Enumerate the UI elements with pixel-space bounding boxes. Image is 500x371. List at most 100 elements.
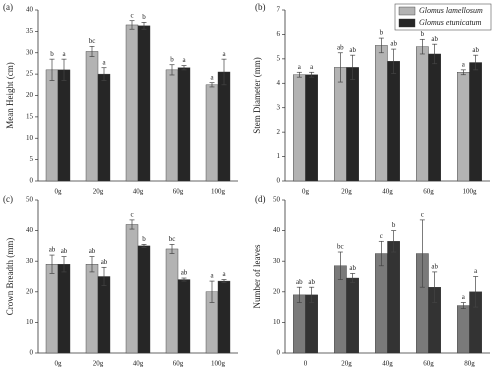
significance-letter: ab: [101, 258, 108, 266]
y-tick-label: 6: [277, 30, 281, 38]
significance-letter: ab: [308, 278, 315, 286]
significance-letter: b: [142, 13, 146, 21]
bar: [125, 224, 139, 354]
x-tick-label: 60g: [173, 188, 184, 196]
bar: [293, 294, 306, 354]
error-bar: [350, 273, 356, 283]
significance-letter: b: [170, 55, 174, 63]
error-bar: [129, 219, 135, 230]
significance-letter: a: [182, 56, 186, 64]
significance-letter: b: [421, 30, 425, 38]
bar: [165, 69, 179, 182]
significance-letter: ab: [181, 269, 188, 277]
error-bar: [296, 286, 302, 303]
y-tick-label: 3: [277, 103, 281, 111]
x-tick-label: 40g: [133, 188, 144, 196]
y-tick-label: 0: [30, 349, 34, 357]
y-tick-label: 1: [277, 152, 281, 160]
significance-letter: bc: [89, 37, 96, 45]
bar: [165, 248, 179, 354]
bar: [57, 264, 71, 354]
significance-letter: ab: [89, 247, 96, 255]
y-tick-label: 20: [273, 287, 281, 295]
legend-label: Glomus etunicatum: [419, 18, 482, 27]
x-tick-label: 20g: [341, 188, 352, 196]
error-bar: [101, 67, 107, 81]
x-tick-label: 40g: [382, 188, 393, 196]
significance-letter: a: [474, 267, 478, 275]
error-bar: [61, 58, 67, 81]
y-tick-label: 5: [30, 155, 34, 163]
bar: [205, 84, 219, 182]
significance-letter: a: [210, 272, 214, 280]
bar: [137, 25, 151, 182]
x-tick-label: 20g: [93, 360, 104, 368]
bar: [177, 279, 191, 354]
panel-label: (c): [3, 194, 13, 204]
y-tick-label: 30: [273, 257, 281, 265]
bar: [85, 264, 99, 354]
significance-letter: ab: [49, 246, 56, 254]
error-bar: [169, 244, 175, 254]
error-bar: [141, 22, 147, 30]
x-tick-label: 0: [304, 360, 308, 368]
error-bar: [181, 277, 187, 282]
bar: [428, 53, 442, 182]
x-tick-label: 80g: [464, 360, 475, 368]
y-tick-label: 35: [26, 27, 34, 35]
error-bar: [432, 271, 438, 303]
y-tick-label: 7: [277, 6, 281, 14]
error-bar: [141, 244, 147, 248]
bar: [305, 294, 319, 354]
error-bar: [337, 52, 343, 83]
error-bar: [419, 38, 425, 55]
bar: [45, 69, 59, 182]
significance-letter: b: [380, 29, 384, 37]
bar: [375, 253, 388, 354]
error-bar: [209, 280, 215, 303]
y-tick-label: 4: [277, 79, 281, 87]
bar: [97, 73, 111, 182]
y-tick-label: 30: [26, 257, 34, 265]
significance-letter: ab: [349, 46, 356, 54]
y-tick-label: 0: [277, 349, 281, 357]
legend-label: Glomus lamellosum: [419, 6, 483, 15]
x-tick-label: 0g: [55, 188, 63, 196]
significance-letter: c: [421, 210, 424, 218]
panel-label: (d): [255, 194, 266, 204]
x-tick-label: 60g: [423, 188, 434, 196]
x-tick-label: 0g: [55, 360, 63, 368]
y-tick-label: 40: [26, 226, 34, 234]
error-bar: [129, 20, 135, 30]
x-tick-label: 0g: [302, 188, 310, 196]
bar: [217, 71, 231, 182]
y-tick-label: 20: [26, 287, 34, 295]
y-axis-label: Number of leaves: [252, 244, 262, 308]
y-tick-label: 50: [273, 196, 281, 204]
error-bar: [391, 48, 397, 74]
bar: [97, 276, 111, 354]
x-tick-label: 60g: [173, 360, 184, 368]
significance-letter: c: [130, 11, 133, 19]
significance-letter: ab: [61, 247, 68, 255]
error-bar: [169, 64, 175, 76]
significance-letter: a: [222, 270, 226, 278]
bar: [469, 62, 483, 182]
bar: [85, 51, 99, 182]
error-bar: [309, 71, 315, 78]
error-bar: [296, 71, 302, 78]
x-tick-label: 20g: [93, 188, 104, 196]
error-bar: [432, 43, 438, 65]
bar: [137, 245, 151, 354]
error-bar: [61, 256, 67, 273]
y-tick-label: 40: [273, 226, 281, 234]
error-bar: [419, 219, 425, 288]
bar: [177, 67, 191, 182]
y-tick-label: 25: [26, 70, 34, 78]
significance-letter: a: [298, 63, 302, 71]
significance-letter: ab: [349, 264, 356, 272]
significance-letter: c: [380, 232, 383, 240]
significance-letter: ab: [431, 263, 438, 271]
error-bar: [460, 69, 466, 76]
